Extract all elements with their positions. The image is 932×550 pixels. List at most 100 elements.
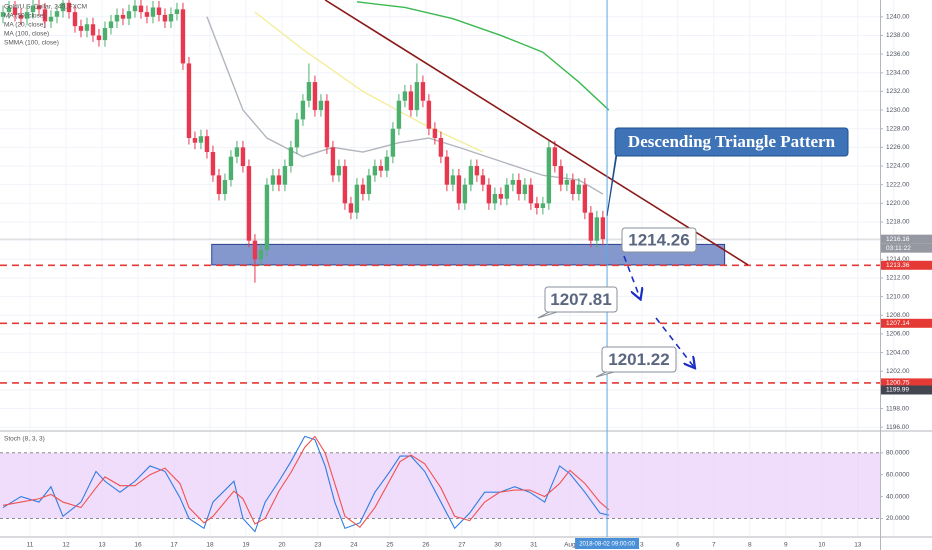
callout-box [621,227,697,253]
callout-box [614,127,849,157]
candle-body [354,184,360,213]
y-tick-label: 1198.00 [886,405,909,412]
candle-body [240,147,246,167]
candle-body [300,100,306,120]
crosshair-label-bg [575,538,640,549]
candle-body [414,82,420,111]
x-tick-label: 7 [712,542,716,549]
x-tick-label: 23 [314,542,322,549]
x-tick-label: 8 [748,542,752,549]
y-tick-label: 1240.00 [886,14,910,21]
x-tick-label: 17 [170,542,178,549]
x-tick-label: 30 [494,542,502,549]
candle-body [42,9,48,22]
candle-body [90,24,96,36]
y-tick-label: 1212.00 [886,275,910,282]
stoch-line [2,435,610,529]
x-tick-label: 25 [386,542,394,549]
candle-body [216,175,222,195]
x-tick-label: 31 [530,542,538,549]
candle-body [360,184,366,195]
candle-body [534,203,540,209]
candle-body [252,240,258,260]
callout-tail [606,147,618,217]
candle-body [144,12,150,17]
candle-body [516,180,522,195]
study-label: MA (100, close) [4,31,49,38]
price-tag-bg [881,378,932,388]
candle-body [228,156,234,181]
y-tick-label: 1230.00 [886,107,910,114]
candle-body [168,13,174,22]
candle-body [342,166,348,204]
moving-average [356,1,610,111]
candle-body [588,212,594,241]
candle-body [150,7,156,17]
candle-body [396,100,402,129]
candle-body [576,184,582,195]
candle-body [114,14,120,22]
candle-body [0,12,6,17]
x-tick-label: 27 [458,542,466,549]
candle-body [420,82,426,101]
candle-body [504,184,510,199]
y-tick-label: 20.0000 [886,515,910,522]
candle-body [498,194,504,199]
candle-body [210,152,216,176]
x-tick-label: 26 [422,542,430,549]
annotations: 2018-08-02 09:00:00 1216.16 03:11:22 1213.3… [537,0,932,549]
x-tick-label: 16 [134,542,142,549]
study-label: MA (20, close) [4,22,46,29]
candle-body [276,175,282,185]
y-tick-label: 1208.00 [886,312,910,319]
countdown: 03:11:22 [886,245,911,252]
candle-body [120,14,126,19]
y-tick-label: 1206.00 [886,331,910,338]
candle-body [6,7,12,13]
y-tick-label: 1234.00 [886,69,910,76]
candle-body [468,166,474,185]
price-tag: 1207.14 [886,320,910,327]
x-tick-label: 6 [676,542,680,549]
y-tick-label: 1220.00 [886,200,910,207]
price-tag: 1213.36 [886,262,910,269]
candle-body [108,21,114,28]
x-tick-label: 10 [818,542,826,549]
candle-body [552,147,558,167]
candle-body [18,14,24,19]
candle-body [378,166,384,171]
candle-body [66,2,72,13]
candle-body [132,5,138,12]
candle-body [474,166,480,176]
candle-body [36,5,42,10]
x-tick-label: 20 [278,542,286,549]
y-tick-label: 1232.00 [886,88,910,95]
y-tick-label: 40.0000 [886,493,910,500]
candle-body [312,82,318,111]
y-tick-label: 1202.00 [886,368,910,375]
y-tick-label: 1214.00 [886,256,910,263]
candle-body [444,156,450,185]
x-tick-label: Aug [564,542,576,549]
candle-body [324,100,330,148]
candle-body [564,180,570,185]
candle-body [426,100,432,129]
candle-body [60,2,66,12]
study-label: MA (50, close) [4,13,46,20]
candle-body [492,194,498,204]
candle-body [258,249,264,260]
x-tick-label: 18 [206,542,214,549]
candle-body [372,166,378,176]
candle-body [96,35,102,41]
candle-body [600,217,606,240]
stoch-pane [0,435,880,533]
candle-body [72,12,78,27]
x-tick-label: 9 [784,542,788,549]
candle-body [456,175,462,204]
stoch-title: Stoch (8, 3, 3) [4,436,45,443]
candle-body [522,184,528,195]
x-tick-label: 19 [242,542,250,549]
candle-body [282,166,288,185]
candle-body [12,7,18,15]
trendline [324,0,749,266]
